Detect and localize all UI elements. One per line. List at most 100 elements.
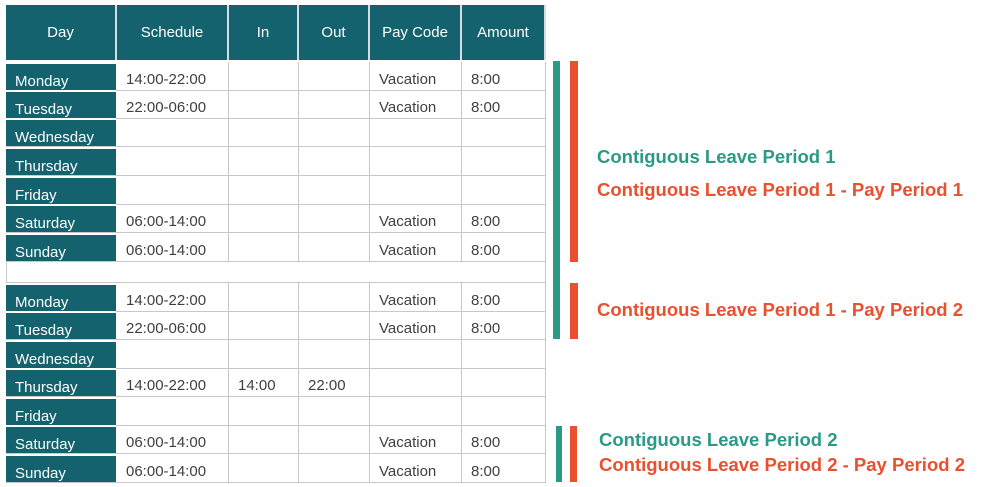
- pay-code-cell: Vacation: [370, 204, 462, 232]
- schedule-cell: 06:00-14:00: [117, 425, 229, 453]
- pay-code-cell: Vacation: [370, 311, 462, 339]
- in-cell: [229, 425, 299, 453]
- in-cell: [229, 340, 299, 368]
- table-row: Friday: [6, 397, 546, 426]
- pay-code-cell: Vacation: [370, 62, 462, 90]
- out-cell: [299, 204, 370, 232]
- day-cell: Sunday: [6, 454, 116, 482]
- leave-period-1-bar: [553, 61, 560, 339]
- schedule-cell: 06:00-14:00: [117, 233, 229, 261]
- amount-cell: 8:00: [462, 90, 546, 118]
- amount-cell: 8:00: [462, 283, 546, 311]
- pay-code-cell: Vacation: [370, 454, 462, 482]
- in-cell: [229, 118, 299, 146]
- day-cell: Tuesday: [6, 311, 116, 339]
- table-row: Thursday 14:00-22:00 14:00 22:00: [6, 368, 546, 397]
- pay-code-cell: Vacation: [370, 90, 462, 118]
- in-cell: [229, 233, 299, 261]
- pay-code-cell: Vacation: [370, 233, 462, 261]
- in-cell: [229, 454, 299, 482]
- out-cell: [299, 311, 370, 339]
- label-clp2-pp2: Contiguous Leave Period 2 - Pay Period 2: [599, 454, 965, 475]
- day-cell: Saturday: [6, 425, 116, 453]
- schedule-cell: [117, 397, 229, 425]
- in-cell: [229, 62, 299, 90]
- in-cell: 14:00: [229, 368, 299, 396]
- out-cell: [299, 340, 370, 368]
- pay-code-cell: [370, 340, 462, 368]
- out-cell: [299, 62, 370, 90]
- table-row: Friday: [6, 176, 546, 205]
- column-header: Pay Code: [370, 5, 462, 60]
- out-cell: [299, 397, 370, 425]
- table-row: Tuesday 22:00-06:00 Vacation 8:00: [6, 311, 546, 340]
- schedule-cell: 06:00-14:00: [117, 454, 229, 482]
- label-clp1-pp1: Contiguous Leave Period 1 - Pay Period 1: [597, 179, 963, 200]
- amount-cell: [462, 397, 546, 425]
- table-row: Monday 14:00-22:00 Vacation 8:00: [6, 283, 546, 312]
- column-header: Out: [299, 5, 370, 60]
- amount-cell: 8:00: [462, 233, 546, 261]
- schedule-cell: [117, 118, 229, 146]
- table-row: Monday 14:00-22:00 Vacation 8:00: [6, 62, 546, 91]
- amount-cell: [462, 147, 546, 175]
- amount-cell: 8:00: [462, 62, 546, 90]
- table-row: Saturday 06:00-14:00 Vacation 8:00: [6, 204, 546, 233]
- day-cell: Thursday: [6, 147, 116, 175]
- column-header: Amount: [462, 5, 546, 60]
- label-clp1: Contiguous Leave Period 1: [597, 146, 836, 167]
- pay-code-cell: [370, 147, 462, 175]
- label-clp2: Contiguous Leave Period 2: [599, 429, 838, 450]
- schedule-cell: [117, 340, 229, 368]
- amount-cell: [462, 368, 546, 396]
- table-row: Wednesday: [6, 118, 546, 147]
- amount-cell: 8:00: [462, 204, 546, 232]
- column-header: In: [229, 5, 299, 60]
- pay-code-cell: [370, 397, 462, 425]
- out-cell: [299, 147, 370, 175]
- out-cell: [299, 90, 370, 118]
- out-cell: [299, 176, 370, 204]
- column-header: Day: [6, 5, 117, 60]
- day-cell: Sunday: [6, 233, 116, 261]
- table-row: Sunday 06:00-14:00 Vacation 8:00: [6, 454, 546, 483]
- pay-code-cell: [370, 176, 462, 204]
- table-row: Wednesday: [6, 340, 546, 369]
- day-cell: Thursday: [6, 368, 116, 396]
- schedule-cell: 14:00-22:00: [117, 62, 229, 90]
- out-cell: [299, 454, 370, 482]
- column-header: Schedule: [117, 5, 229, 60]
- day-cell: Friday: [6, 176, 116, 204]
- schedule-cell: 22:00-06:00: [117, 90, 229, 118]
- schedule-cell: 14:00-22:00: [117, 283, 229, 311]
- out-cell: [299, 425, 370, 453]
- day-cell: Monday: [6, 283, 116, 311]
- pay-period-2-bar: [570, 283, 578, 339]
- in-cell: [229, 397, 299, 425]
- schedule-cell: 06:00-14:00: [117, 204, 229, 232]
- schedule-cell: 14:00-22:00: [117, 368, 229, 396]
- day-cell: Wednesday: [6, 340, 116, 368]
- amount-cell: 8:00: [462, 311, 546, 339]
- in-cell: [229, 147, 299, 175]
- in-cell: [229, 311, 299, 339]
- amount-cell: 8:00: [462, 425, 546, 453]
- label-clp1-pp2: Contiguous Leave Period 1 - Pay Period 2: [597, 299, 963, 320]
- amount-cell: 8:00: [462, 454, 546, 482]
- pay-code-cell: Vacation: [370, 283, 462, 311]
- week-separator-row: [6, 261, 546, 283]
- day-cell: Friday: [6, 397, 116, 425]
- in-cell: [229, 204, 299, 232]
- pay-period-1-bar: [570, 61, 578, 262]
- table-row: Sunday 06:00-14:00 Vacation 8:00: [6, 233, 546, 262]
- day-cell: Tuesday: [6, 90, 116, 118]
- in-cell: [229, 283, 299, 311]
- out-cell: [299, 118, 370, 146]
- amount-cell: [462, 118, 546, 146]
- leave-period-2-bar: [556, 426, 562, 482]
- schedule-cell: [117, 176, 229, 204]
- table-row: Saturday 06:00-14:00 Vacation 8:00: [6, 425, 546, 454]
- leave-period-2-pay-bar: [570, 426, 577, 482]
- out-cell: 22:00: [299, 368, 370, 396]
- in-cell: [229, 176, 299, 204]
